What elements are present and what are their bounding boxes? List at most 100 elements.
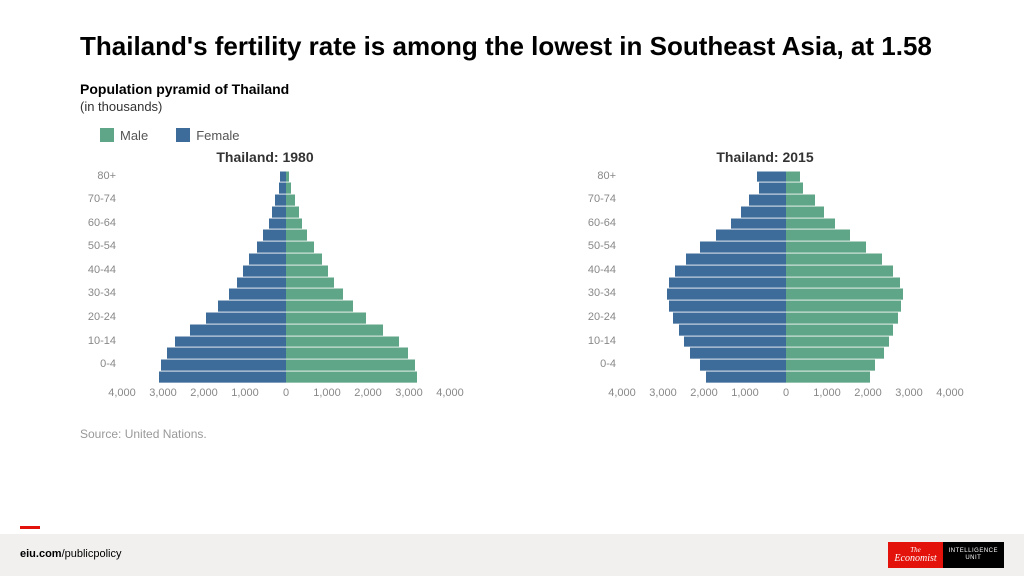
male-half bbox=[786, 171, 950, 183]
female-bar bbox=[679, 324, 786, 336]
female-bar bbox=[741, 206, 786, 218]
male-half bbox=[286, 229, 450, 241]
male-half bbox=[286, 182, 450, 194]
male-bar bbox=[786, 241, 866, 253]
female-half bbox=[122, 288, 286, 300]
chart-subtitle-note: (in thousands) bbox=[80, 99, 944, 114]
male-bar bbox=[786, 194, 815, 206]
age-row bbox=[122, 241, 450, 253]
age-label bbox=[80, 324, 116, 336]
male-half bbox=[786, 336, 950, 348]
male-half bbox=[786, 194, 950, 206]
age-label: 10-14 bbox=[580, 336, 616, 348]
pyramid-body: 80+70-7460-6450-5440-4430-3420-2410-140-… bbox=[580, 171, 950, 383]
age-row bbox=[122, 229, 450, 241]
female-half bbox=[622, 347, 786, 359]
male-half bbox=[286, 324, 450, 336]
male-half bbox=[286, 171, 450, 183]
male-half bbox=[286, 359, 450, 371]
age-row bbox=[122, 206, 450, 218]
female-bar bbox=[716, 229, 786, 241]
age-row bbox=[622, 229, 950, 241]
female-half bbox=[622, 324, 786, 336]
age-label: 70-74 bbox=[580, 194, 616, 206]
age-row bbox=[622, 265, 950, 277]
female-bar bbox=[272, 206, 286, 218]
pyramid-body: 80+70-7460-6450-5440-4430-3420-2410-140-… bbox=[80, 171, 450, 383]
age-row bbox=[122, 277, 450, 289]
male-bar bbox=[786, 359, 875, 371]
x-tick: 2,000 bbox=[354, 387, 382, 399]
logo-text-economist: Economist bbox=[894, 554, 936, 564]
age-row bbox=[622, 288, 950, 300]
x-tick: 3,000 bbox=[895, 387, 923, 399]
logo-economist: The Economist bbox=[888, 542, 942, 568]
population-pyramid: Thailand: 201580+70-7460-6450-5440-4430-… bbox=[580, 149, 950, 401]
male-bar bbox=[786, 277, 900, 289]
male-half bbox=[286, 300, 450, 312]
female-bar bbox=[275, 194, 286, 206]
male-half bbox=[786, 312, 950, 324]
female-half bbox=[622, 253, 786, 265]
male-half bbox=[286, 194, 450, 206]
female-half bbox=[122, 241, 286, 253]
male-half bbox=[786, 182, 950, 194]
age-label: 0-4 bbox=[80, 359, 116, 371]
age-row bbox=[622, 194, 950, 206]
age-row bbox=[122, 218, 450, 230]
age-label: 20-24 bbox=[580, 312, 616, 324]
female-bar bbox=[669, 277, 786, 289]
male-bar bbox=[286, 359, 415, 371]
charts-container: Thailand: 198080+70-7460-6450-5440-4430-… bbox=[80, 149, 944, 401]
legend-female-label: Female bbox=[196, 128, 239, 143]
age-label bbox=[580, 206, 616, 218]
male-half bbox=[786, 288, 950, 300]
male-bar bbox=[786, 312, 898, 324]
male-bar bbox=[786, 300, 901, 312]
male-bar bbox=[286, 300, 353, 312]
x-tick: 0 bbox=[283, 387, 289, 399]
male-swatch bbox=[100, 128, 114, 142]
female-bar bbox=[700, 241, 786, 253]
bars-area bbox=[622, 171, 950, 383]
x-tick: 1,000 bbox=[731, 387, 759, 399]
male-bar bbox=[286, 253, 322, 265]
female-bar bbox=[243, 265, 286, 277]
male-half bbox=[786, 206, 950, 218]
logo-text-unit: UNIT bbox=[965, 555, 981, 562]
age-label: 80+ bbox=[580, 171, 616, 183]
female-half bbox=[122, 300, 286, 312]
female-half bbox=[622, 312, 786, 324]
age-label: 60-64 bbox=[80, 218, 116, 230]
age-row bbox=[122, 336, 450, 348]
female-bar bbox=[757, 171, 786, 183]
pyramid-title: Thailand: 2015 bbox=[580, 149, 950, 165]
male-bar bbox=[286, 194, 295, 206]
female-half bbox=[122, 206, 286, 218]
female-bar bbox=[237, 277, 286, 289]
male-bar bbox=[286, 218, 302, 230]
age-label: 40-44 bbox=[580, 265, 616, 277]
male-half bbox=[786, 265, 950, 277]
female-half bbox=[622, 300, 786, 312]
female-half bbox=[122, 171, 286, 183]
legend-female: Female bbox=[176, 128, 239, 143]
female-half bbox=[622, 288, 786, 300]
female-half bbox=[122, 324, 286, 336]
female-half bbox=[622, 206, 786, 218]
male-bar bbox=[286, 336, 399, 348]
male-bar bbox=[286, 265, 328, 277]
x-axis: 4,0003,0002,0001,00001,0002,0003,0004,00… bbox=[122, 387, 450, 401]
age-row bbox=[622, 182, 950, 194]
male-half bbox=[286, 336, 450, 348]
female-half bbox=[122, 229, 286, 241]
male-half bbox=[286, 288, 450, 300]
age-row bbox=[622, 347, 950, 359]
female-bar bbox=[673, 312, 786, 324]
male-bar bbox=[786, 371, 870, 383]
age-row bbox=[622, 277, 950, 289]
female-bar bbox=[269, 218, 286, 230]
logo-text-intelligence: INTELLIGENCE bbox=[949, 548, 998, 555]
female-bar bbox=[249, 253, 286, 265]
female-bar bbox=[218, 300, 286, 312]
